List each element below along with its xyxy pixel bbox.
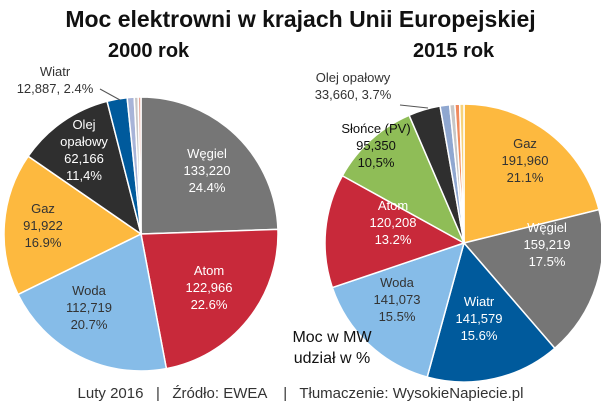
label-woda: Woda 141,073 15.5% xyxy=(374,275,421,324)
label-atom: Atom 122,966 22.6% xyxy=(186,263,233,312)
label-woda: Woda 112,719 20.7% xyxy=(66,283,112,332)
footer-credits: Luty 2016 | Źródło: EWEA | Tłumaczenie: … xyxy=(77,385,524,402)
label-wiatr: Wiatr 141,579 15.6% xyxy=(456,294,503,343)
label-wiatr: Wiatr 12,887, 2.4% xyxy=(17,64,94,96)
label-atom: Atom 120,208 13.2% xyxy=(370,198,417,247)
slice-woda xyxy=(17,232,168,372)
slice-węgiel xyxy=(140,96,279,235)
unit-note-power: Moc w MW xyxy=(292,329,372,346)
label-gaz: Gaz 91,922 16.9% xyxy=(23,201,63,250)
slice-gaz xyxy=(3,155,143,296)
pie-2000: Węgiel 133,220 24.4% Atom 122,966 22.6% Woda 11… xyxy=(3,64,279,372)
pie-2000-title: 2000 rok xyxy=(108,40,190,62)
slice-gaz xyxy=(463,103,600,244)
chart-title: Moc elektrowni w krajach Unii Europejski… xyxy=(65,6,536,32)
slice-olej-opałowy xyxy=(27,100,143,236)
label-węgiel: Węgiel 159,219 17.5% xyxy=(524,220,571,269)
pie-2015: Gaz 191,960 21.1% Węgiel 159,219 17.5% Wiatr 14… xyxy=(315,70,601,383)
label-olej-opałowy: Olej opałowy 33,660, 3.7% xyxy=(315,70,392,102)
slice-other-8 xyxy=(137,96,142,235)
label-węgiel: Węgiel 133,220 24.4% xyxy=(184,146,231,195)
label-olej-opałowy: Olej opałowy 62,166 11,4% xyxy=(60,117,108,183)
slice-wiatr xyxy=(426,241,556,383)
leader-line-wiatr xyxy=(99,88,121,101)
slice-other-10 xyxy=(458,103,465,244)
unit-note-share: udział w % xyxy=(293,350,371,367)
slice-węgiel xyxy=(462,208,601,350)
label-słońce-pv: Słońce (PV) 95,350 10,5% xyxy=(341,121,410,170)
slice-atom xyxy=(140,228,279,370)
slice-słońce-pv xyxy=(341,114,466,245)
pie-2015-title: 2015 rok xyxy=(413,40,495,62)
unit-note: Moc w MW udział w % xyxy=(262,327,402,369)
label-gaz: Gaz 191,960 21.1% xyxy=(502,136,549,185)
slice-atom xyxy=(324,174,466,289)
leader-line-olej xyxy=(399,104,429,109)
